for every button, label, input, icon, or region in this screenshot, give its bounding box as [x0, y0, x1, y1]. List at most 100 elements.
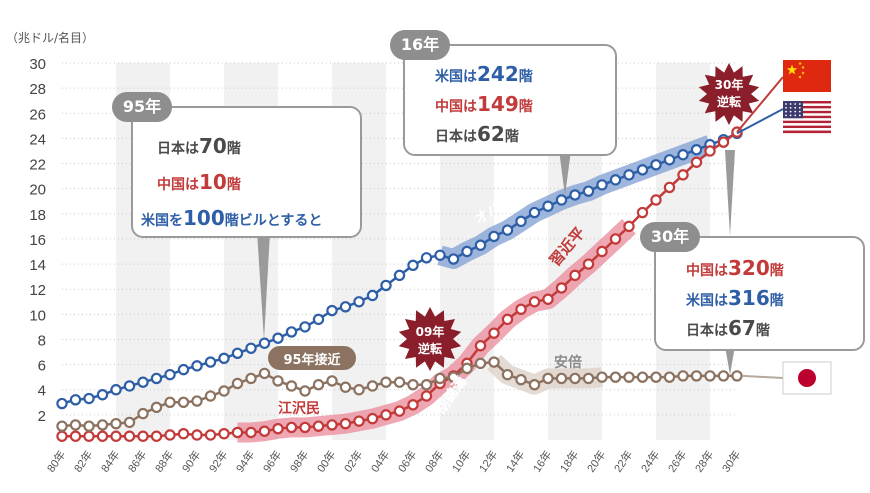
point-jp	[258, 367, 271, 380]
point-cn	[690, 156, 703, 168]
x-tick-label: 80年	[44, 448, 69, 475]
x-tick-label: 04年	[368, 448, 393, 475]
point-jp	[501, 368, 514, 381]
point-jp	[191, 395, 203, 407]
callout-2030-pointer-bottom	[725, 346, 735, 375]
point-jp	[380, 376, 392, 388]
point-cn	[285, 421, 298, 434]
point-jp	[326, 375, 338, 387]
point-cn	[528, 296, 541, 308]
point-jp	[150, 401, 163, 414]
point-us	[609, 174, 622, 186]
x-tick-label: 14年	[503, 448, 528, 475]
point-cn	[366, 412, 379, 425]
y-tick-label: 16	[29, 232, 46, 249]
point-cn	[83, 430, 95, 442]
point-cn	[677, 169, 689, 181]
callout-1995-line-usa: 米国を100階ビルとすると	[141, 206, 323, 230]
point-jp	[177, 396, 190, 408]
point-jp	[393, 376, 406, 388]
point-cn	[623, 220, 635, 233]
point-us	[366, 289, 379, 302]
point-us	[555, 194, 568, 206]
tag-1995: 95年	[112, 92, 172, 122]
callout-1995: 日本は70階 中国は10階 米国を100階ビルとすると	[131, 106, 362, 238]
point-us	[204, 356, 217, 368]
point-us	[582, 185, 595, 197]
point-cn	[326, 419, 338, 431]
point-jp	[569, 372, 581, 385]
point-jp	[582, 372, 595, 385]
point-cn	[488, 327, 500, 339]
point-cn	[177, 428, 190, 440]
china-flag-icon	[783, 60, 831, 92]
point-jp	[488, 356, 500, 368]
point-jp	[717, 370, 730, 382]
point-us	[258, 337, 271, 349]
point-us	[137, 376, 149, 388]
x-tick-label: 86年	[125, 448, 150, 475]
y-tick-label: 20	[29, 182, 46, 199]
point-us	[569, 189, 581, 201]
point-us	[339, 301, 352, 313]
point-cn	[420, 390, 433, 402]
point-jp	[272, 375, 284, 387]
point-us	[218, 352, 230, 365]
x-tick-label: 10年	[449, 448, 474, 475]
point-jp	[231, 377, 244, 390]
x-tick-label: 26年	[665, 448, 690, 475]
burst-2009-line1: 09年	[416, 324, 445, 339]
point-cn	[474, 340, 487, 352]
point-cn	[218, 428, 230, 440]
point-us	[110, 384, 122, 396]
point-jp	[164, 396, 176, 408]
x-tick-label: 88年	[152, 448, 177, 475]
x-tick-label: 94年	[233, 448, 258, 475]
point-cn	[407, 399, 419, 411]
point-cn	[717, 136, 730, 148]
x-tick-label: 08年	[422, 448, 447, 475]
y-tick-label: 2	[38, 408, 46, 425]
y-tick-label: 12	[29, 282, 46, 299]
point-jp	[596, 371, 608, 383]
usa-flag-icon	[783, 101, 831, 134]
point-us	[420, 252, 433, 264]
point-us	[150, 372, 163, 385]
point-jp	[285, 380, 298, 392]
callout-2030-line-japan: 日本は67階	[686, 316, 770, 340]
point-jp	[623, 371, 635, 383]
callout-2016-line-japan: 日本は62階	[435, 122, 519, 146]
y-tick-label: 8	[38, 332, 46, 349]
point-cn	[650, 194, 662, 206]
point-jp	[137, 407, 149, 420]
point-us	[447, 253, 460, 265]
point-cn	[353, 415, 365, 427]
point-jp	[690, 370, 703, 382]
point-cn	[191, 429, 203, 441]
point-cn	[258, 425, 271, 437]
point-cn	[137, 430, 149, 442]
point-jp	[110, 417, 122, 430]
x-tick-label: 28年	[692, 448, 717, 475]
point-us	[299, 321, 311, 333]
point-us	[623, 169, 635, 181]
point-jp	[636, 371, 649, 383]
point-us	[353, 296, 365, 308]
point-jp	[420, 379, 433, 391]
point-jp	[731, 370, 743, 382]
point-jp	[83, 420, 95, 432]
point-us	[542, 200, 554, 212]
point-cn	[69, 430, 82, 442]
y-tick-label: 14	[29, 257, 46, 274]
y-tick-label: 10	[29, 307, 46, 324]
point-jp	[312, 379, 325, 391]
callout-2016-pointer	[559, 150, 571, 196]
point-jp	[123, 416, 136, 429]
point-jp	[69, 419, 82, 431]
point-cn	[150, 430, 163, 442]
pill-95-approach	[268, 346, 356, 370]
point-jp	[474, 357, 487, 370]
point-cn	[636, 206, 649, 219]
tag-2016: 16年	[390, 30, 450, 60]
